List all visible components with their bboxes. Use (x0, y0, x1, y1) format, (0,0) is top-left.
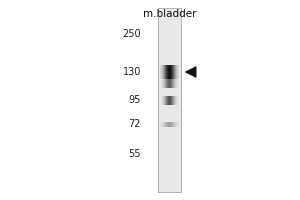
Text: 72: 72 (128, 119, 141, 129)
Text: 95: 95 (129, 95, 141, 105)
Text: m.bladder: m.bladder (143, 9, 196, 19)
Text: 55: 55 (128, 149, 141, 159)
Polygon shape (184, 66, 196, 78)
Text: 130: 130 (123, 67, 141, 77)
Bar (158, 8, 181, 192)
Text: 250: 250 (122, 29, 141, 39)
